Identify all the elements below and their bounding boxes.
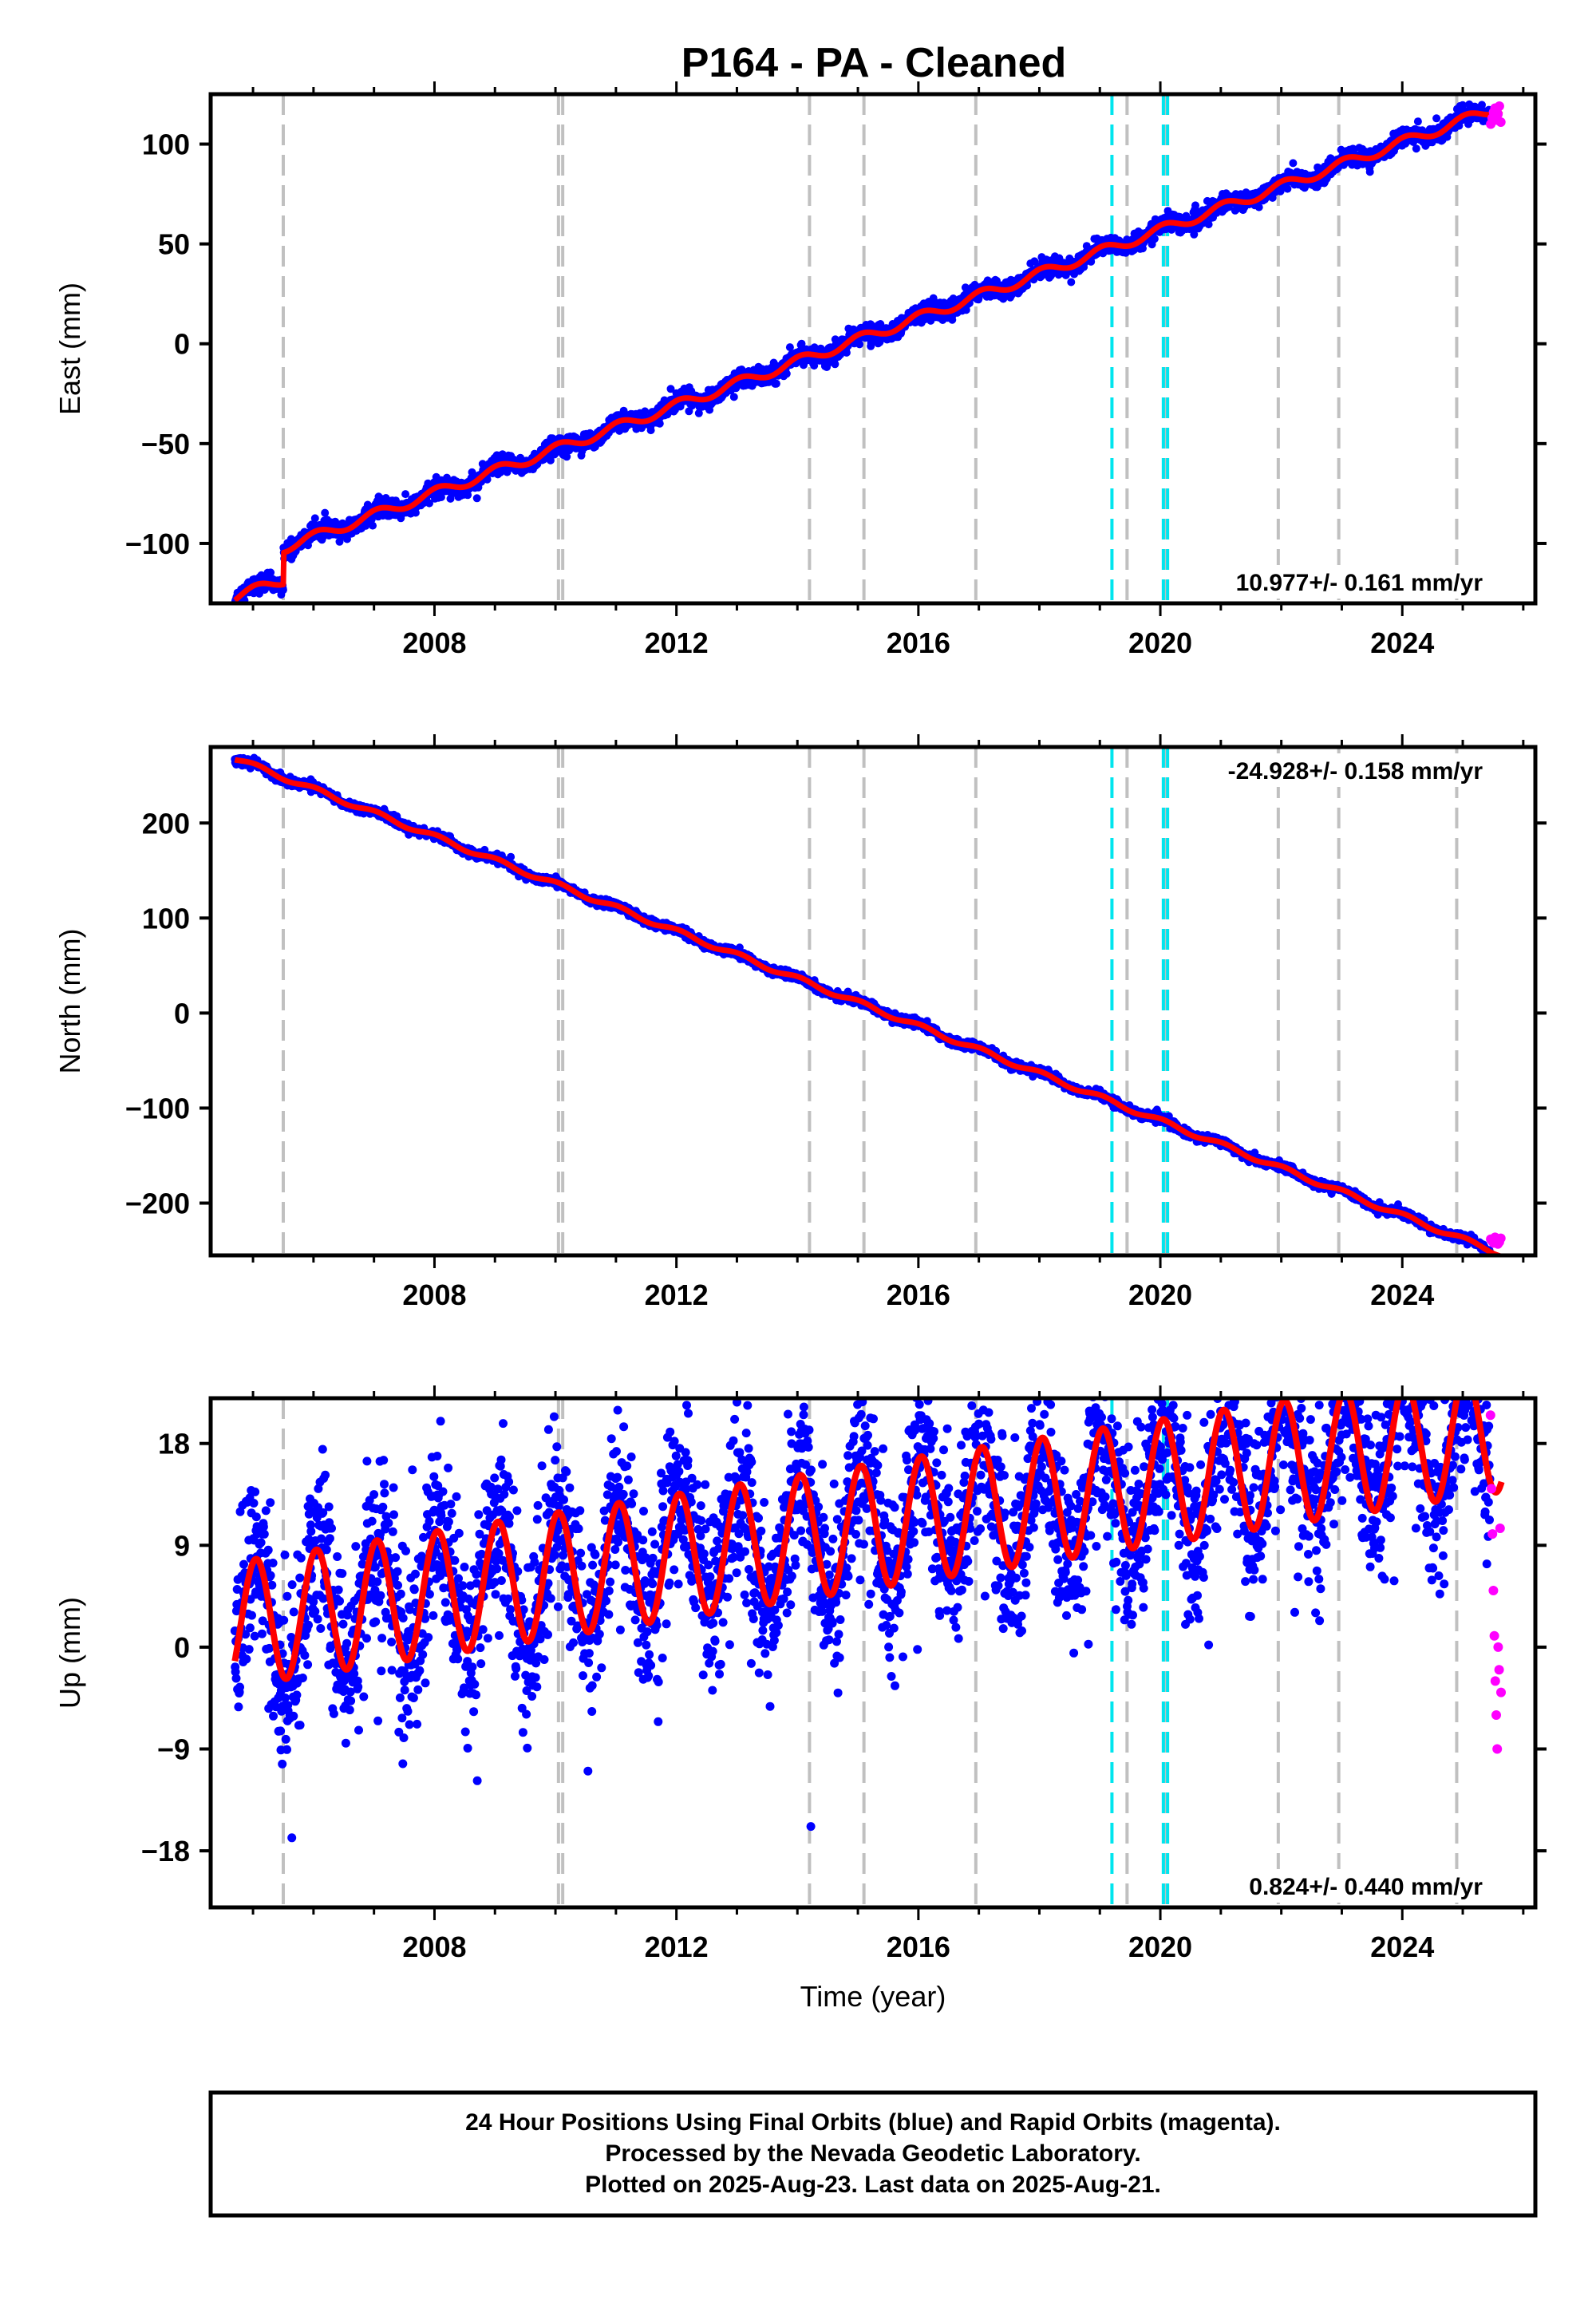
final-point	[782, 370, 791, 378]
final-point	[655, 419, 664, 428]
final-point	[267, 568, 275, 577]
final-point	[842, 348, 851, 357]
final-point	[1254, 203, 1263, 211]
x-tick-label: 2012	[645, 626, 709, 659]
final-point	[729, 393, 738, 401]
final-point	[1190, 230, 1199, 239]
final-point	[855, 340, 864, 349]
final-point	[335, 537, 344, 546]
final-point	[310, 514, 319, 523]
y-tick-label: −50	[141, 428, 190, 460]
final-point	[401, 490, 410, 499]
final-point	[546, 456, 555, 464]
figure-title: P164 - PA - Cleaned	[681, 40, 1067, 86]
final-point	[1204, 220, 1213, 229]
final-point	[797, 339, 806, 348]
rapid-orbit-points	[1486, 101, 1506, 129]
final-point	[472, 494, 481, 503]
final-point	[321, 508, 330, 517]
final-point	[279, 586, 287, 595]
rate-label: 10.977+/- 0.161 mm/yr	[1236, 570, 1483, 596]
final-point	[1412, 144, 1420, 153]
plot-area	[231, 747, 1506, 1255]
final-point	[507, 852, 516, 861]
y-tick-label: −100	[125, 528, 190, 560]
final-point	[824, 359, 832, 368]
rapid-point	[1495, 117, 1506, 127]
final-point	[831, 360, 839, 369]
x-tick-label: 2024	[1370, 626, 1434, 659]
final-point	[1067, 278, 1076, 287]
x-tick-label: 2008	[402, 626, 466, 659]
final-point	[1432, 114, 1441, 123]
final-point	[785, 343, 794, 352]
y-axis-label: East (mm)	[53, 283, 86, 415]
x-tick-label: 2020	[1128, 626, 1192, 659]
plot-area	[231, 94, 1506, 603]
final-point	[1413, 117, 1422, 126]
final-point	[666, 385, 675, 393]
final-point	[772, 379, 780, 388]
final-point	[641, 407, 650, 416]
rapid-point	[1494, 101, 1504, 111]
final-point	[646, 426, 655, 435]
y-tick-label: 0	[174, 328, 190, 361]
final-point	[464, 491, 472, 500]
x-tick-label: 2016	[887, 626, 950, 659]
east-panel: −100 −50 0 50 100 2008 2012 2016 2020 2024 East (m…	[53, 81, 1547, 659]
final-point	[1150, 235, 1159, 243]
final-point	[1289, 159, 1298, 168]
final-point	[1365, 168, 1374, 176]
final-point	[563, 453, 571, 461]
y-tick-label: 50	[158, 228, 190, 261]
y-tick-label: 100	[142, 128, 190, 161]
final-point	[425, 499, 433, 508]
final-point	[694, 409, 703, 417]
final-point	[369, 521, 377, 530]
